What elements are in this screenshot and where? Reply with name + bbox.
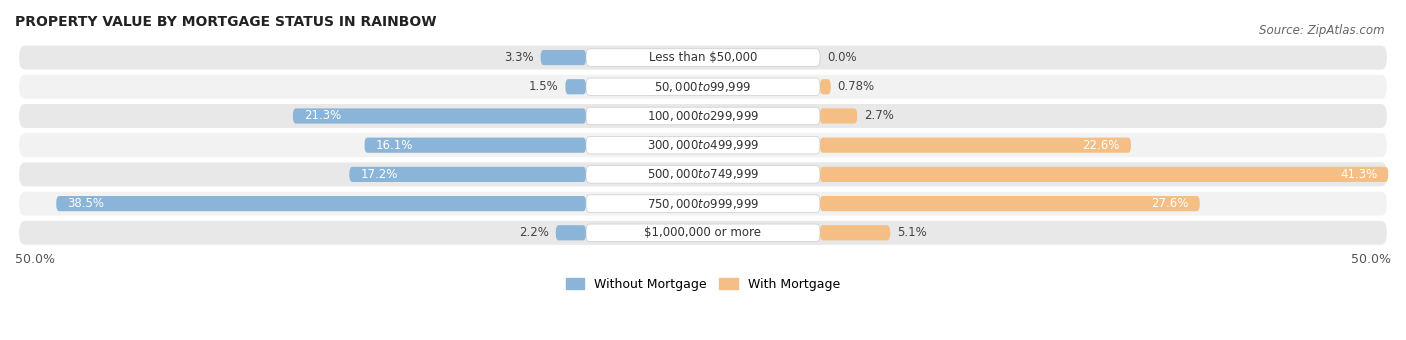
FancyBboxPatch shape [820,138,1130,153]
Text: Less than $50,000: Less than $50,000 [648,51,758,64]
FancyBboxPatch shape [20,133,1386,157]
FancyBboxPatch shape [820,196,1199,211]
Text: 50.0%: 50.0% [1351,253,1391,266]
Text: 27.6%: 27.6% [1152,197,1188,210]
FancyBboxPatch shape [565,79,586,95]
Text: $750,000 to $999,999: $750,000 to $999,999 [647,197,759,210]
Text: 2.2%: 2.2% [519,226,548,239]
FancyBboxPatch shape [586,78,820,96]
FancyBboxPatch shape [20,104,1386,128]
Text: 50.0%: 50.0% [15,253,55,266]
FancyBboxPatch shape [586,195,820,212]
Text: $50,000 to $99,999: $50,000 to $99,999 [654,80,752,94]
Text: 2.7%: 2.7% [865,109,894,122]
FancyBboxPatch shape [349,167,586,182]
Text: 0.0%: 0.0% [827,51,856,64]
FancyBboxPatch shape [586,49,820,66]
Text: 38.5%: 38.5% [67,197,104,210]
Text: $500,000 to $749,999: $500,000 to $749,999 [647,167,759,182]
Text: $300,000 to $499,999: $300,000 to $499,999 [647,138,759,152]
FancyBboxPatch shape [586,107,820,125]
Text: 3.3%: 3.3% [505,51,534,64]
FancyBboxPatch shape [820,108,858,123]
FancyBboxPatch shape [20,221,1386,245]
FancyBboxPatch shape [20,75,1386,99]
Text: 22.6%: 22.6% [1083,139,1121,152]
Text: 41.3%: 41.3% [1340,168,1378,181]
FancyBboxPatch shape [20,163,1386,186]
Text: 0.78%: 0.78% [838,80,875,93]
Text: PROPERTY VALUE BY MORTGAGE STATUS IN RAINBOW: PROPERTY VALUE BY MORTGAGE STATUS IN RAI… [15,15,436,29]
FancyBboxPatch shape [586,136,820,154]
FancyBboxPatch shape [820,167,1388,182]
Text: 21.3%: 21.3% [304,109,342,122]
FancyBboxPatch shape [541,50,586,65]
Text: 5.1%: 5.1% [897,226,927,239]
FancyBboxPatch shape [56,196,586,211]
FancyBboxPatch shape [364,138,586,153]
FancyBboxPatch shape [586,166,820,183]
FancyBboxPatch shape [820,79,831,95]
Text: Source: ZipAtlas.com: Source: ZipAtlas.com [1260,24,1385,37]
Text: $1,000,000 or more: $1,000,000 or more [644,226,762,239]
FancyBboxPatch shape [20,46,1386,70]
FancyBboxPatch shape [586,224,820,242]
Text: 16.1%: 16.1% [375,139,413,152]
Text: 17.2%: 17.2% [360,168,398,181]
Text: 1.5%: 1.5% [529,80,558,93]
FancyBboxPatch shape [820,225,890,240]
FancyBboxPatch shape [292,108,586,123]
Legend: Without Mortgage, With Mortgage: Without Mortgage, With Mortgage [562,274,844,294]
Text: $100,000 to $299,999: $100,000 to $299,999 [647,109,759,123]
FancyBboxPatch shape [20,192,1386,216]
FancyBboxPatch shape [555,225,586,240]
